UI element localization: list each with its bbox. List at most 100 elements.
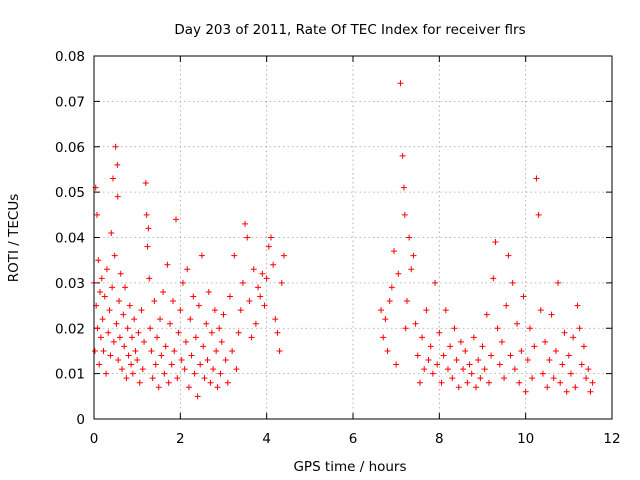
data-point [481, 366, 488, 373]
data-point [574, 302, 581, 309]
data-point [224, 379, 231, 386]
data-point [265, 243, 272, 250]
data-point [123, 375, 130, 382]
data-point [555, 279, 562, 286]
data-point [408, 266, 415, 273]
data-point [175, 329, 182, 336]
data-point [128, 334, 135, 341]
data-point [531, 343, 538, 350]
data-point [204, 357, 211, 364]
data-point [455, 384, 462, 391]
data-point [109, 175, 116, 182]
data-point [572, 384, 579, 391]
data-point [483, 311, 490, 318]
data-point [395, 270, 402, 277]
data-point [184, 266, 191, 273]
data-point [401, 211, 408, 218]
data-point [423, 307, 430, 314]
data-point [544, 384, 551, 391]
y-axis-label: ROTI / TECUs [6, 194, 22, 282]
data-point [107, 352, 114, 359]
data-point [518, 347, 525, 354]
data-point [402, 325, 409, 332]
data-point [135, 329, 142, 336]
data-point [211, 307, 218, 314]
data-point [255, 284, 262, 291]
data-point [583, 375, 590, 382]
data-point [585, 366, 592, 373]
data-point [165, 379, 172, 386]
y-tick-label: 0.05 [55, 185, 85, 201]
data-point [151, 298, 158, 305]
data-point [111, 252, 118, 259]
data-point [216, 325, 223, 332]
y-tick-label: 0.08 [55, 49, 85, 65]
data-point [115, 357, 122, 364]
data-point [462, 347, 469, 354]
data-point [229, 347, 236, 354]
y-tick-label: 0 [76, 412, 85, 428]
y-tick-label: 0.04 [55, 231, 85, 247]
plot-frame [93, 55, 613, 420]
data-point [208, 329, 215, 336]
data-point [429, 370, 436, 377]
data-point [388, 284, 395, 291]
data-point [226, 293, 233, 300]
data-point [173, 216, 180, 223]
data-point [576, 325, 583, 332]
data-point [171, 347, 178, 354]
data-point [425, 357, 432, 364]
data-point [161, 370, 168, 377]
x-axis-ticks: 0 2 4 6 8 10 12 [90, 56, 621, 447]
data-point [187, 316, 194, 323]
data-point [164, 261, 171, 268]
data-point [108, 229, 115, 236]
data-point [542, 338, 549, 345]
data-point [503, 302, 510, 309]
x-tick-label: 6 [349, 431, 358, 447]
x-tick-label: 2 [176, 431, 185, 447]
data-point [192, 334, 199, 341]
data-point [384, 347, 391, 354]
data-point [128, 361, 135, 368]
data-point [447, 343, 454, 350]
data-point [152, 361, 159, 368]
data-point [217, 370, 224, 377]
data-point [453, 357, 460, 364]
data-point [139, 366, 146, 373]
data-point [378, 307, 385, 314]
data-point [391, 248, 398, 255]
data-point [587, 388, 594, 395]
data-point [257, 293, 264, 300]
data-point [578, 361, 585, 368]
data-point [496, 361, 503, 368]
data-point [524, 357, 531, 364]
data-point [116, 298, 123, 305]
data-point [559, 361, 566, 368]
data-point [406, 234, 413, 241]
data-point [146, 275, 153, 282]
data-point [114, 193, 121, 200]
data-point [464, 379, 471, 386]
data-point [442, 307, 449, 314]
x-tick-label: 0 [90, 431, 99, 447]
data-point [99, 316, 106, 323]
data-point [259, 270, 266, 277]
data-point [400, 184, 407, 191]
data-point [466, 361, 473, 368]
data-point [498, 338, 505, 345]
data-point [380, 334, 387, 341]
data-point [436, 329, 443, 336]
data-point [129, 370, 136, 377]
data-point [440, 352, 447, 359]
data-point [403, 298, 410, 305]
y-axis-ticks: 0 0.01 0.02 0.03 0.04 0.05 0.06 0.07 0.08 [55, 49, 612, 428]
data-point [235, 329, 242, 336]
data-point [126, 302, 133, 309]
data-point [237, 307, 244, 314]
data-point [91, 347, 98, 354]
data-point [397, 80, 404, 87]
data-point [188, 352, 195, 359]
data-point [485, 379, 492, 386]
data-point [261, 302, 268, 309]
